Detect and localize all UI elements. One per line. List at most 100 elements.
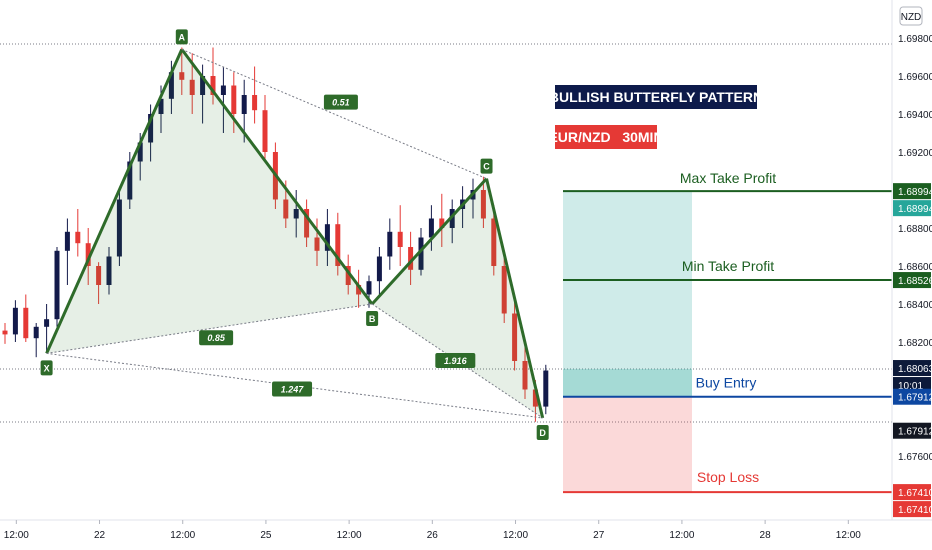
time-tick-label: 22	[94, 530, 106, 541]
price-axis[interactable]: 1.69800 1.69600 1.69400 1.69200 1.68800 1.686…	[891, 0, 932, 520]
candle-body	[304, 209, 310, 238]
point-label-bg	[175, 29, 188, 45]
candle-body	[64, 231, 70, 251]
level-label: Min Take Profit	[682, 258, 774, 274]
point-label-bg	[40, 360, 53, 376]
time-tick-label: 12:00	[4, 530, 29, 541]
loss-zone	[563, 396, 692, 493]
price-tag-label: 1.68994	[898, 187, 932, 198]
price-tag-label: 1.67912	[898, 393, 932, 404]
ratio-label-bg	[272, 381, 313, 397]
candle-body	[283, 199, 289, 219]
currency-badge-bg	[899, 6, 923, 26]
price-tag-label: 1.68526	[898, 276, 932, 287]
point-label-X: X	[44, 363, 50, 373]
candle-body	[12, 307, 18, 335]
candle-body	[210, 76, 216, 95]
time-axis[interactable]: 12:00 22 12:00 25 12:00 26 12:00 27 12:00 28 12:00	[0, 519, 932, 541]
title-box: BULLISH BUTTERFLY PATTERN	[549, 85, 763, 109]
candle-body	[335, 224, 341, 266]
candle-body	[137, 142, 143, 162]
candle-body	[314, 237, 320, 251]
candle-body	[106, 256, 112, 285]
price-tag-bg	[893, 360, 931, 377]
price-tick-label: 1.68200	[898, 338, 932, 349]
price-tick-label: 1.69200	[898, 148, 932, 159]
currency-badge[interactable]: NZD	[899, 6, 923, 26]
candle-body	[501, 266, 507, 314]
price-tag-label: 1.67912	[898, 427, 932, 438]
candle-body	[324, 224, 330, 251]
pattern-leg-BC	[371, 177, 488, 306]
currency-label: NZD	[901, 12, 922, 23]
candle-body	[241, 95, 247, 114]
point-label-D: D	[539, 428, 546, 438]
time-tick-label: 25	[260, 530, 272, 541]
price-tag-label: 1.68063	[898, 364, 932, 375]
point-label-B: B	[369, 314, 376, 324]
candle-body	[480, 190, 486, 219]
price-tick-label: 1.68600	[898, 262, 932, 273]
trade-level-lines: Max Take Profit Min Take Profit Buy Entry S…	[563, 170, 892, 494]
point-label-bg	[366, 311, 379, 326]
candle-body	[387, 231, 393, 257]
candle-body	[449, 209, 455, 228]
candle-body	[231, 85, 237, 114]
candle-body	[512, 313, 518, 361]
candle-body	[179, 72, 185, 80]
price-tag-label: 1.67410	[898, 488, 932, 499]
candle-body	[33, 326, 39, 339]
price-tag-bg	[893, 200, 931, 217]
time-tick-label: 27	[593, 530, 605, 541]
price-tick-label: 1.69800	[898, 34, 932, 45]
profit-zone	[563, 191, 692, 397]
time-tick-label: 12:00	[170, 530, 195, 541]
level-label: Stop Loss	[697, 469, 759, 485]
candle-body	[189, 79, 195, 95]
price-tag-bg	[893, 272, 931, 289]
time-tick-label: 12:00	[669, 530, 694, 541]
price-tick-label: 1.69400	[898, 110, 932, 121]
candle-body	[418, 237, 424, 270]
level-label: Max Take Profit	[680, 170, 776, 186]
subtitle-box-bg	[555, 125, 657, 149]
candle-body	[356, 285, 362, 295]
candle-body	[428, 218, 434, 238]
candle-body	[345, 266, 351, 285]
price-tag-label: 1.67410	[898, 505, 932, 516]
price-tag-bg	[893, 183, 931, 200]
candle-body	[397, 231, 403, 247]
price-tick-label: 1.69600	[898, 72, 932, 83]
ratio-line-XB	[46, 303, 373, 354]
ratio-label: 0.51	[332, 98, 350, 108]
ratio-label: 0.85	[207, 333, 226, 343]
price-tag-label: 10:01	[898, 381, 923, 392]
xab-triangle-fill	[46, 49, 373, 354]
time-tick-label: 26	[427, 530, 439, 541]
time-tick-label: 28	[760, 530, 772, 541]
harmonic-pattern: 0.51 0.85 1.247 1.916 X A B C D	[40, 29, 549, 440]
price-tick-label: 1.67600	[898, 452, 932, 463]
time-tick-label: 12:00	[503, 530, 528, 541]
candle-body	[252, 95, 258, 111]
candle-body	[116, 199, 122, 257]
profit-zone-active	[563, 369, 692, 397]
candle-body	[522, 361, 528, 390]
candle-body	[2, 330, 8, 335]
pattern-leg-CD	[485, 178, 545, 419]
candle-body	[491, 218, 497, 266]
candle-body	[376, 256, 382, 282]
level-label: Buy Entry	[696, 375, 757, 391]
title-box-bg	[555, 85, 757, 109]
candle-body	[408, 247, 414, 270]
candle-body	[262, 110, 268, 152]
time-tick-label: 12:00	[337, 530, 362, 541]
ratio-label-bg	[199, 330, 234, 346]
candle-body	[168, 72, 174, 99]
ratio-line-AC	[181, 48, 487, 180]
candle-body	[75, 231, 81, 244]
trade-zones	[563, 191, 692, 493]
candle-body	[293, 209, 299, 219]
price-tag-bg	[893, 484, 931, 501]
